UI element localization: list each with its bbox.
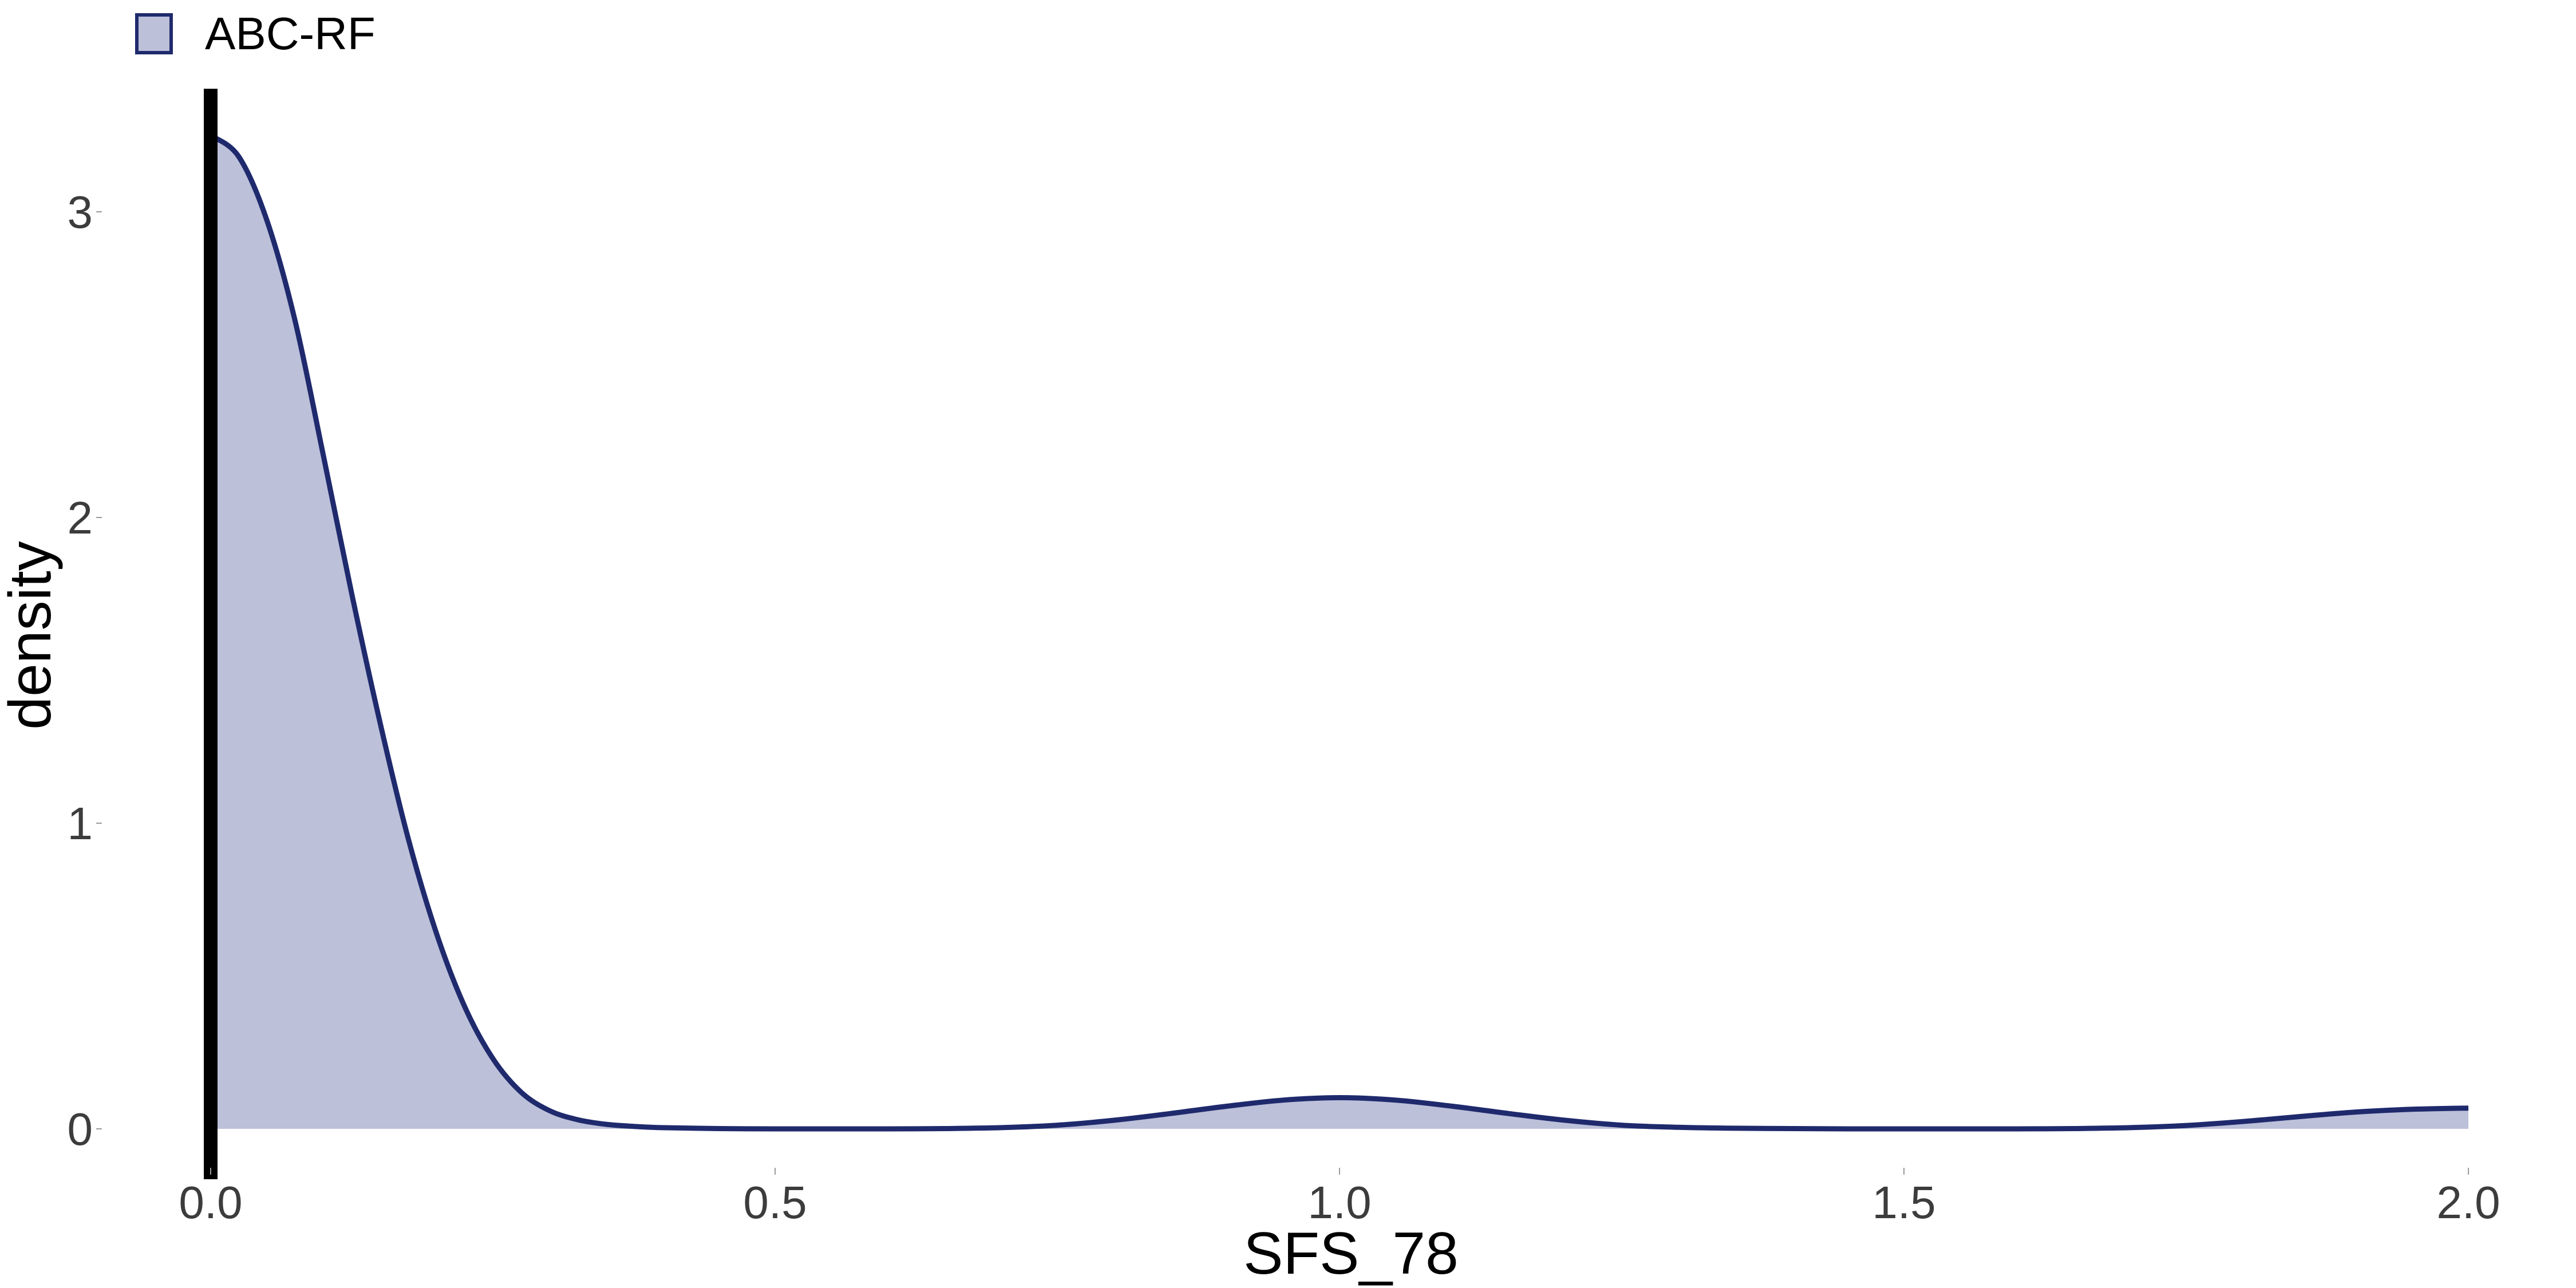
x-axis-ticks: 0.0 0.5 1.0 1.5 2.0 — [179, 1168, 2500, 1228]
y-tick-label: 3 — [68, 187, 93, 238]
x-tick-label: 0.5 — [743, 1177, 807, 1228]
density-line-abc-rf — [209, 133, 2469, 1132]
density-area-abc-rf — [211, 135, 2468, 1129]
x-tick-label: 1.0 — [1307, 1177, 1371, 1228]
x-tick-label: 2.0 — [2436, 1177, 2500, 1228]
y-tick-label: 1 — [68, 798, 93, 849]
x-tick-label: 0.0 — [179, 1177, 242, 1228]
legend: ABC-RF — [135, 8, 376, 60]
x-tick-label: 1.5 — [1872, 1177, 1935, 1228]
x-axis-title: SFS_78 — [1243, 1220, 1459, 1287]
y-axis-title: density — [0, 541, 64, 730]
y-axis-ticks: 0 1 2 3 — [68, 187, 102, 1155]
plot-area — [204, 89, 2469, 1179]
y-tick-label: 0 — [68, 1104, 93, 1155]
y-tick-label: 2 — [68, 492, 93, 543]
legend-label: ABC-RF — [205, 8, 376, 59]
legend-swatch — [135, 13, 173, 54]
